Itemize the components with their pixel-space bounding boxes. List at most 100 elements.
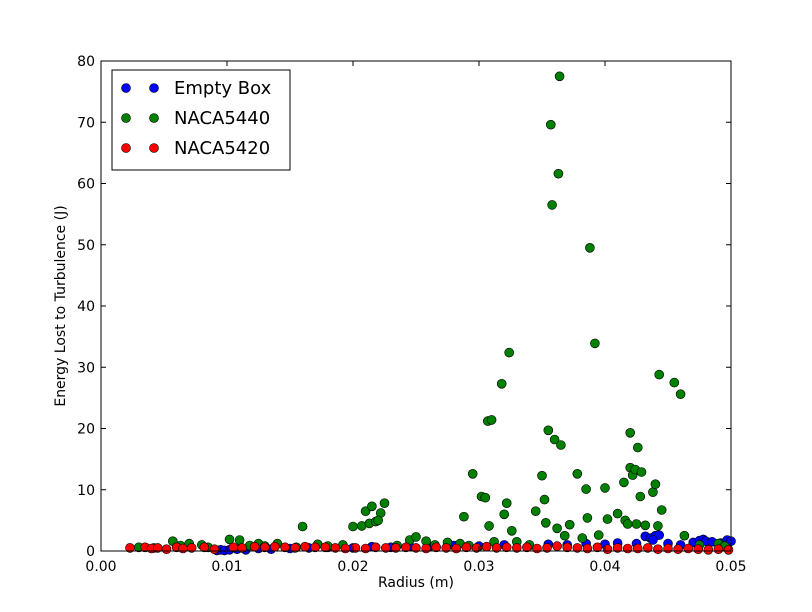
y-tick-label: 40 (77, 299, 95, 315)
x-tick-label: 0.04 (589, 559, 620, 575)
data-point (411, 543, 421, 553)
legend-marker (121, 83, 131, 93)
data-point (411, 532, 421, 542)
y-tick-label: 70 (77, 115, 95, 131)
data-point (632, 543, 643, 554)
data-point (491, 543, 502, 553)
x-tick-label: 0.02 (337, 559, 368, 575)
data-point (370, 542, 381, 553)
data-point (552, 541, 562, 551)
legend-box (111, 69, 291, 171)
data-point (582, 513, 593, 523)
data-point (504, 347, 515, 358)
data-point (562, 542, 573, 553)
data-point (554, 71, 565, 82)
data-point (547, 200, 557, 210)
data-point (340, 543, 351, 554)
x-axis-label: Radius (m) (378, 575, 454, 591)
data-point (673, 544, 683, 555)
data-point (656, 505, 667, 515)
y-tick-label: 10 (77, 483, 95, 499)
y-tick-label: 60 (77, 177, 95, 193)
data-point (636, 467, 647, 477)
data-point (543, 425, 554, 436)
data-point (486, 415, 497, 425)
y-axis-label: Energy Lost to Turbulence (J) (53, 205, 69, 406)
y-tick-label: 0 (86, 544, 95, 560)
data-point (679, 530, 690, 541)
data-point (653, 521, 663, 531)
data-point (577, 533, 588, 543)
legend-marker (121, 143, 131, 153)
data-point (619, 477, 629, 488)
data-point (224, 534, 235, 545)
data-point (663, 543, 673, 554)
y-tick-label: 20 (77, 422, 95, 438)
data-point (441, 543, 452, 553)
data-point (635, 491, 646, 502)
data-point (600, 483, 610, 493)
data-point (373, 515, 384, 526)
data-point (669, 377, 680, 388)
data-point (290, 543, 300, 553)
data-point (421, 543, 431, 554)
data-point (703, 544, 714, 555)
data-point (540, 517, 551, 528)
data-point (511, 543, 522, 553)
data-point (297, 521, 308, 532)
data-point (186, 543, 197, 553)
legend-marker (149, 113, 159, 123)
data-point (693, 544, 704, 555)
data-point (451, 543, 462, 554)
data-point (650, 479, 661, 490)
x-tick-label: 0.00 (85, 559, 116, 575)
data-point (592, 542, 603, 553)
data-point (572, 543, 583, 553)
data-point (459, 511, 469, 522)
data-point (542, 543, 552, 553)
data-point (582, 543, 593, 554)
data-point (675, 389, 686, 400)
data-point (330, 543, 341, 553)
data-point (530, 506, 541, 517)
data-point (572, 468, 583, 479)
data-point (484, 521, 494, 531)
data-point (259, 542, 270, 553)
data-point (537, 470, 547, 481)
data-point (320, 542, 331, 553)
data-point (280, 542, 290, 553)
data-point (228, 542, 239, 553)
data-point (612, 543, 623, 553)
data-point (348, 521, 358, 532)
data-point (654, 369, 665, 380)
data-point (553, 168, 564, 179)
data-point (161, 544, 172, 555)
data-point (300, 541, 310, 552)
data-point (480, 492, 491, 503)
data-point (380, 543, 391, 553)
y-tick-label: 30 (77, 360, 95, 376)
data-point (648, 487, 658, 498)
x-tick-label: 0.03 (463, 559, 494, 575)
data-point (379, 498, 390, 509)
y-tick-label: 50 (77, 238, 95, 254)
data-point (501, 542, 512, 553)
data-point (125, 543, 135, 553)
legend-label: NACA5420 (174, 138, 270, 159)
data-point (612, 508, 623, 519)
data-point (545, 119, 556, 130)
data-point (593, 530, 604, 540)
data-point (360, 506, 371, 517)
data-point (237, 543, 247, 553)
data-point (590, 338, 600, 349)
data-point (496, 378, 507, 389)
data-point (199, 542, 210, 553)
data-point (360, 543, 371, 554)
data-point (431, 542, 442, 553)
data-point (467, 468, 478, 479)
data-point (632, 442, 643, 453)
data-point (564, 519, 575, 530)
data-point (654, 530, 665, 540)
data-point (249, 541, 260, 552)
data-point (549, 434, 560, 445)
